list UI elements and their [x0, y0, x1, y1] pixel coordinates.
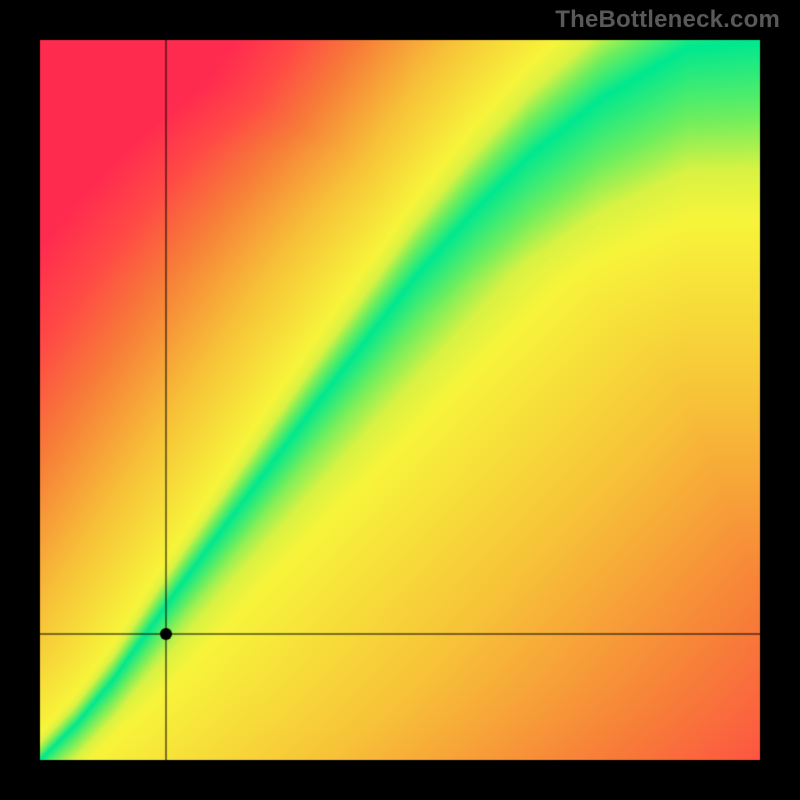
watermark-text: TheBottleneck.com — [555, 6, 780, 34]
chart-container: TheBottleneck.com — [0, 0, 800, 800]
bottleneck-heatmap-canvas — [0, 0, 800, 800]
